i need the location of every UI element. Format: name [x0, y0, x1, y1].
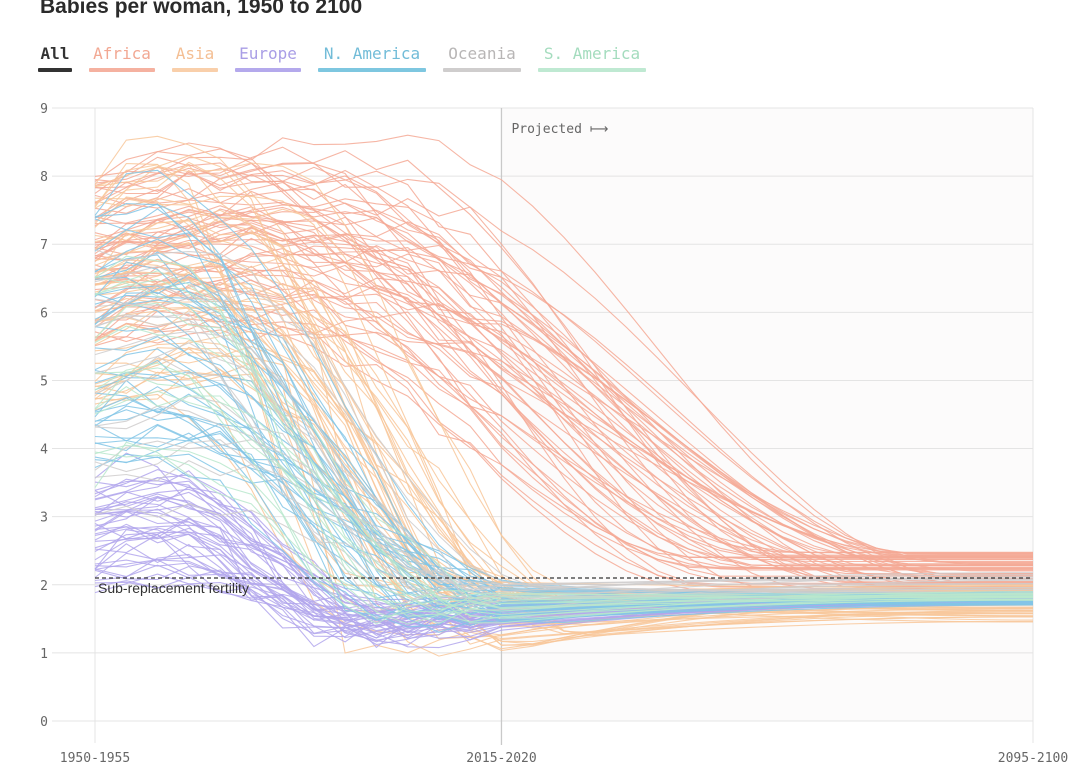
series-line-africa [94, 190, 1033, 555]
chart-title: Babies per woman, 1950 to 2100 [40, 0, 363, 18]
series-line-africa [94, 281, 1033, 585]
series-line-oceania [94, 248, 1034, 589]
reference-label: Sub-replacement fertility [98, 580, 249, 596]
series-line-n-america [94, 359, 1034, 623]
series-line-s-america [94, 302, 1033, 600]
tab-all[interactable]: All [38, 43, 72, 73]
series-line-africa [94, 276, 1033, 553]
y-tick-label: 9 [40, 102, 48, 117]
y-tick-label: 3 [40, 511, 48, 526]
series-line-africa [94, 227, 1033, 592]
series-line-oceania [94, 289, 1034, 610]
series-line-africa [94, 216, 1033, 563]
series-line-africa [94, 253, 1033, 566]
series-line-oceania [94, 459, 1034, 599]
tab-asia[interactable]: Asia [172, 43, 218, 73]
series-line-africa [94, 225, 1033, 580]
tab-s-america[interactable]: S. America [538, 43, 646, 73]
series-line-africa [94, 265, 1033, 569]
series-line-asia [94, 347, 1034, 650]
y-tick-label: 7 [40, 238, 48, 253]
tab-underline [172, 68, 218, 72]
axes: 0 1 2 3 4 5 6 7 8 9 1950-1955 2015-2020 2095-2100 Pro… [40, 102, 1068, 766]
series-line-s-america [94, 390, 1033, 611]
y-tick-label: 6 [40, 306, 48, 321]
series-line-africa [94, 197, 1033, 586]
tab-label: N. America [323, 44, 421, 63]
x-tick-label: 1950-1955 [60, 751, 130, 766]
tab-oceania[interactable]: Oceania [443, 43, 521, 73]
series-line-africa [94, 205, 1033, 577]
series-line-asia [94, 195, 1033, 625]
tab-label: Asia [175, 44, 215, 63]
tab-label: S. America [543, 44, 641, 63]
tab-underline [538, 68, 646, 72]
series-line-africa [94, 219, 1033, 559]
tab-label: All [40, 44, 70, 63]
y-tick-label: 5 [40, 374, 48, 389]
tab-underline [235, 68, 301, 72]
series-line-asia [94, 345, 1034, 654]
tab-europe[interactable]: Europe [235, 43, 301, 73]
series-line-s-america [94, 441, 1034, 625]
series-line-asia [94, 297, 1034, 637]
series-line-s-america [94, 372, 1034, 619]
tab-label: Europe [239, 44, 297, 63]
series-line-oceania [94, 405, 1033, 591]
series-line-asia [94, 347, 1034, 629]
x-tick-label: 2095-2100 [998, 751, 1068, 766]
series-line-africa [94, 231, 1033, 590]
tab-underline [89, 68, 155, 72]
series-line-africa [94, 170, 1033, 557]
projected-label: Projected ⟼ [511, 122, 608, 137]
series-line-asia [94, 283, 1034, 643]
tab-n-america[interactable]: N. America [318, 43, 426, 73]
series-line-oceania [94, 355, 1033, 603]
tab-label: Africa [93, 44, 151, 63]
y-tick-label: 8 [40, 170, 48, 185]
y-tick-label: 0 [40, 715, 48, 730]
tab-label: Oceania [448, 44, 516, 63]
series-line-africa [94, 169, 1033, 563]
tab-underline [318, 68, 426, 72]
tab-africa[interactable]: Africa [89, 43, 155, 73]
grid [52, 107, 1034, 745]
y-tick-label: 4 [40, 443, 48, 458]
tab-underline [38, 68, 72, 72]
reference-layer: Sub-replacement fertility [95, 577, 1033, 596]
y-tick-label: 2 [40, 579, 48, 594]
series-lines [94, 134, 1034, 657]
series-line-africa [94, 226, 1033, 585]
tab-underline [443, 68, 521, 72]
series-line-africa [94, 244, 1033, 575]
y-tick-label: 1 [40, 647, 48, 662]
x-tick-label: 2015-2020 [466, 751, 536, 766]
series-line-oceania [94, 439, 1033, 596]
